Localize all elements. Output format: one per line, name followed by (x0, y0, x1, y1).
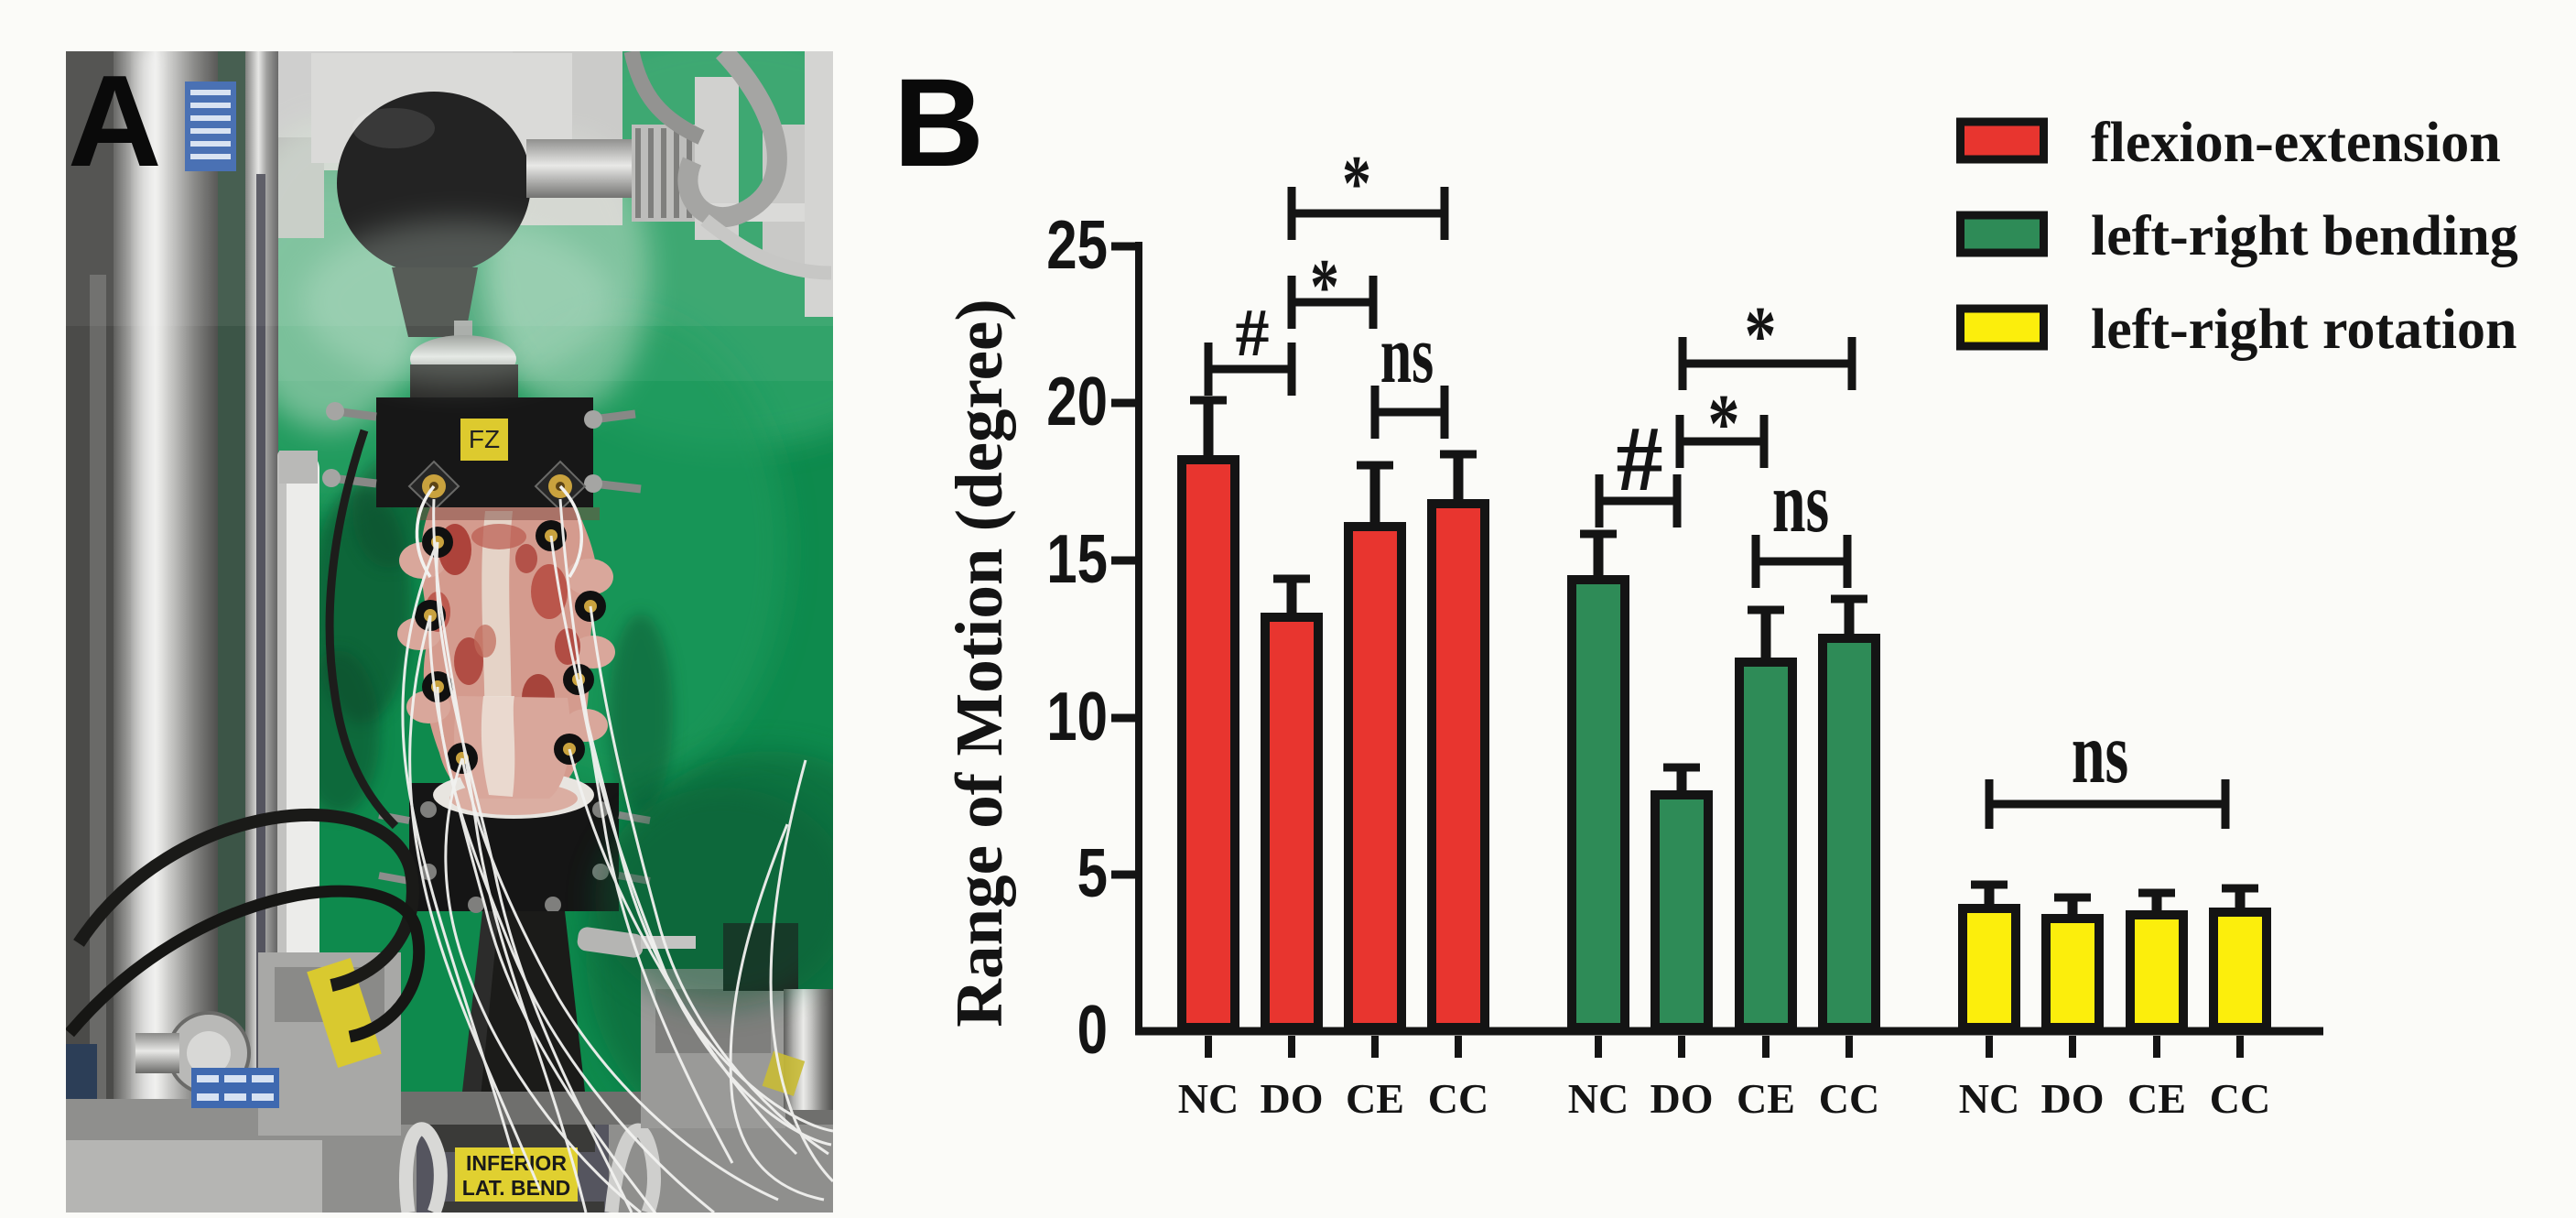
svg-text:CC: CC (2210, 1075, 2270, 1122)
svg-text:left-right bending: left-right bending (2091, 205, 2518, 267)
svg-text:Range of Motion (degree): Range of Motion (degree) (942, 299, 1016, 1027)
svg-text:LAT. BEND: LAT. BEND (462, 1176, 570, 1200)
svg-text:DO: DO (2041, 1075, 2105, 1122)
svg-text:ns: ns (1772, 453, 1829, 550)
svg-text:#: # (1236, 296, 1270, 371)
svg-text:ns: ns (2072, 704, 2128, 801)
svg-text:FZ: FZ (469, 425, 500, 453)
svg-text:*: * (1744, 289, 1776, 382)
svg-text:DO: DO (1651, 1075, 1714, 1122)
svg-text:INFERIOR: INFERIOR (466, 1151, 567, 1175)
svg-text:15: 15 (1046, 522, 1108, 598)
svg-text:CE: CE (2127, 1075, 2186, 1122)
svg-text:CC: CC (1819, 1075, 1879, 1122)
svg-text:CE: CE (1346, 1075, 1404, 1122)
svg-text:#: # (1617, 408, 1663, 511)
svg-text:DO: DO (1261, 1075, 1324, 1122)
svg-text:NC: NC (1568, 1075, 1629, 1122)
svg-text:NC: NC (1178, 1075, 1239, 1122)
svg-text:20: 20 (1046, 364, 1108, 440)
svg-text:*: * (1342, 140, 1371, 227)
svg-text:A: A (68, 49, 162, 194)
svg-text:left-right rotation: left-right rotation (2091, 299, 2516, 361)
svg-text:*: * (1707, 377, 1739, 470)
svg-text:NC: NC (1959, 1075, 2019, 1122)
svg-text:10: 10 (1046, 680, 1108, 756)
svg-text:flexion-extension: flexion-extension (2091, 112, 2501, 174)
svg-text:ns: ns (1380, 309, 1434, 400)
svg-text:CE: CE (1737, 1075, 1795, 1122)
svg-text:B: B (893, 53, 984, 193)
svg-text:5: 5 (1077, 836, 1108, 912)
svg-text:0: 0 (1077, 993, 1108, 1069)
svg-text:CC: CC (1428, 1075, 1488, 1122)
svg-text:25: 25 (1046, 208, 1108, 284)
svg-text:*: * (1310, 244, 1339, 331)
